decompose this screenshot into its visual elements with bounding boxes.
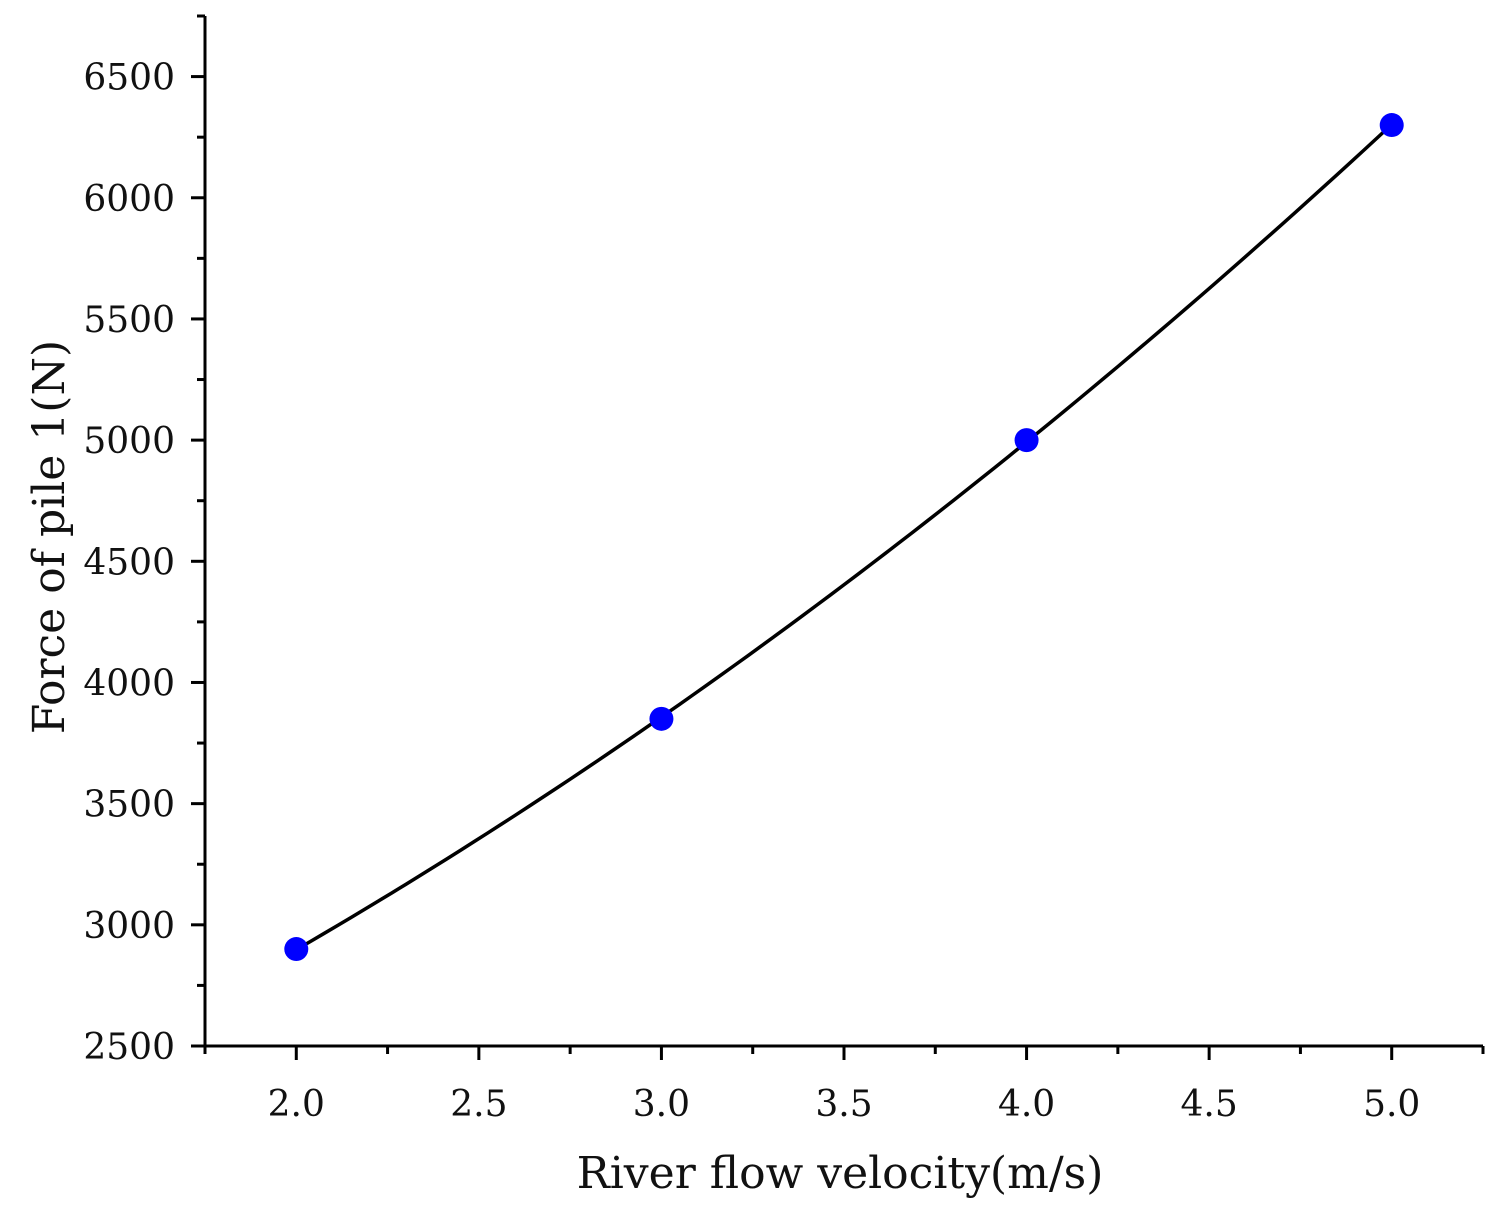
data-point (1014, 428, 1039, 453)
y-tick-label: 5500 (83, 300, 175, 341)
y-tick-label: 5000 (83, 421, 175, 462)
fit-curve (295, 123, 1393, 952)
data-point (1379, 113, 1404, 138)
x-axis-title: River flow velocity(m/s) (577, 1148, 1104, 1199)
y-tick-label: 4000 (83, 663, 175, 704)
x-tick-label: 3.0 (633, 1084, 690, 1125)
x-tick-label: 2.0 (268, 1084, 325, 1125)
x-tick-label: 2.5 (450, 1084, 507, 1125)
y-tick-label: 6500 (83, 58, 175, 99)
x-tick-label: 3.5 (815, 1084, 872, 1125)
line-layer (295, 123, 1393, 952)
x-tick-label: 5.0 (1363, 1084, 1420, 1125)
ticks-layer: 2.0 2.5 3.0 3.5 4.0 4.5 5.0 2500 3000 3500 4000 450… (83, 14, 1485, 1125)
y-tick-label: 2500 (83, 1027, 175, 1068)
y-tick-label: 3000 (83, 906, 175, 947)
axes-layer (203, 16, 1483, 1048)
x-tick-label: 4.5 (1181, 1084, 1238, 1125)
y-tick-label: 6000 (83, 179, 175, 220)
x-tick-label: 4.0 (998, 1084, 1055, 1125)
y-tick-label: 3500 (83, 785, 175, 826)
data-point (284, 937, 309, 962)
points-layer (284, 113, 1404, 962)
data-point (649, 706, 674, 731)
y-axis-title: Force of pile 1(N) (24, 340, 75, 734)
y-tick-label: 4500 (83, 542, 175, 583)
